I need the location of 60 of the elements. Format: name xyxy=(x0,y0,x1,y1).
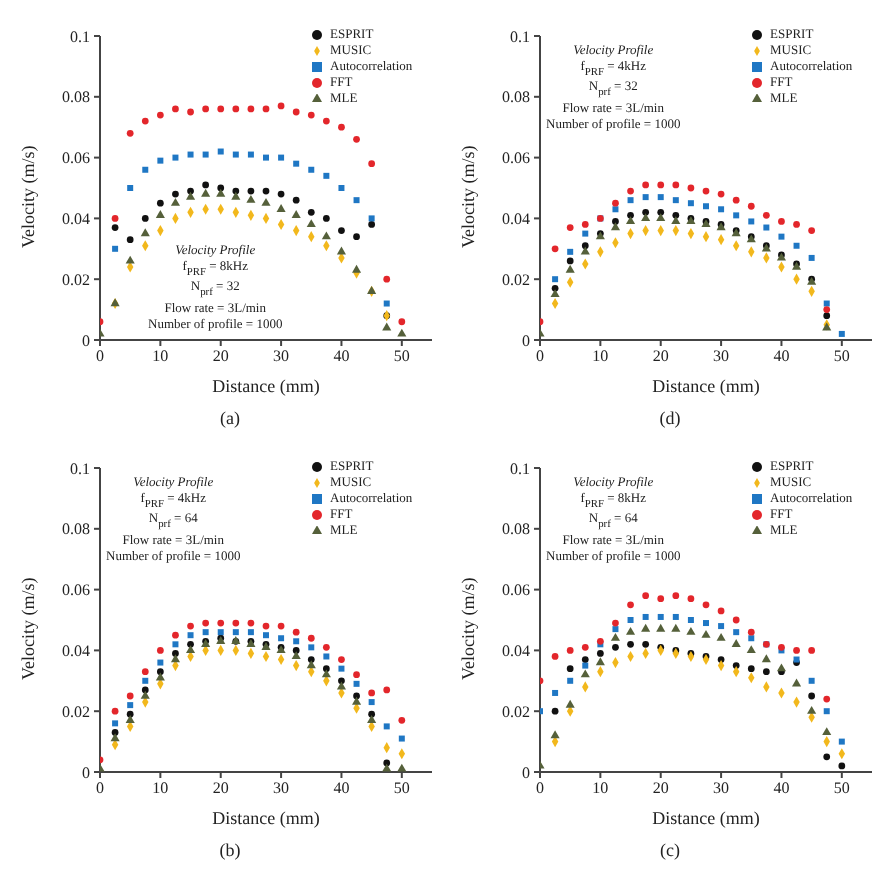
y-tick-label: 0.04 xyxy=(62,210,90,229)
y-tick-label: 0.1 xyxy=(70,27,90,46)
x-tick-label: 50 xyxy=(393,347,410,366)
y-tick-label: 0 xyxy=(82,763,90,782)
y-tick-label: 0.1 xyxy=(510,27,530,46)
x-tick-label: 40 xyxy=(333,779,350,798)
y-axis-title: Velocity (m/s) xyxy=(18,145,39,248)
y-axis-title: Velocity (m/s) xyxy=(18,577,39,680)
x-tick-label: 50 xyxy=(393,779,410,798)
y-tick-label: 0.08 xyxy=(62,88,90,107)
y-tick-label: 0.08 xyxy=(502,520,530,539)
y-tick-label: 0 xyxy=(522,331,530,350)
text: (b) xyxy=(217,840,243,860)
x-tick-label: 20 xyxy=(652,347,669,366)
x-tick-label: 20 xyxy=(212,779,229,798)
x-tick-label: 0 xyxy=(536,347,544,366)
x-tick-label: 50 xyxy=(833,347,850,366)
y-tick-label: 0.02 xyxy=(502,270,530,289)
y-axis-title: Velocity (m/s) xyxy=(458,577,479,680)
y-tick-label: 0.1 xyxy=(510,459,530,478)
y-tick-label: 0.04 xyxy=(62,642,90,661)
y-tick-label: 0.02 xyxy=(62,702,90,721)
y-tick-label: 0.06 xyxy=(62,581,90,600)
x-tick-label: 0 xyxy=(536,779,544,798)
y-tick-label: 0.1 xyxy=(70,459,90,478)
x-axis-title: Distance (mm) xyxy=(212,808,320,828)
x-tick-label: 10 xyxy=(592,347,609,366)
x-tick-label: 10 xyxy=(152,779,169,798)
x-tick-label: 40 xyxy=(773,779,790,798)
y-tick-label: 0.02 xyxy=(62,270,90,289)
y-tick-label: 0 xyxy=(522,763,530,782)
x-axis-title: Distance (mm) xyxy=(212,376,320,396)
y-tick-label: 0 xyxy=(82,331,90,350)
x-tick-label: 30 xyxy=(273,779,290,798)
text: (a) xyxy=(218,408,242,428)
text: (c) xyxy=(658,840,682,860)
x-tick-label: 20 xyxy=(212,347,229,366)
y-tick-label: 0.08 xyxy=(502,88,530,107)
x-tick-label: 10 xyxy=(152,347,169,366)
x-tick-label: 40 xyxy=(773,347,790,366)
y-tick-label: 0.04 xyxy=(502,210,530,229)
y-axis-title: Velocity (m/s) xyxy=(458,145,479,248)
x-tick-label: 50 xyxy=(833,779,850,798)
x-tick-label: 20 xyxy=(652,779,669,798)
x-tick-label: 10 xyxy=(592,779,609,798)
x-tick-label: 30 xyxy=(273,347,290,366)
text: (d) xyxy=(657,408,683,428)
x-tick-label: 30 xyxy=(713,347,730,366)
y-tick-label: 0.04 xyxy=(502,642,530,661)
y-tick-label: 0.06 xyxy=(62,149,90,168)
y-tick-label: 0.02 xyxy=(502,702,530,721)
y-tick-label: 0.06 xyxy=(502,581,530,600)
x-tick-label: 30 xyxy=(713,779,730,798)
y-tick-label: 0.08 xyxy=(62,520,90,539)
x-axis-title: Distance (mm) xyxy=(652,808,760,828)
x-tick-label: 0 xyxy=(96,779,104,798)
x-tick-label: 40 xyxy=(333,347,350,366)
y-tick-label: 0.06 xyxy=(502,149,530,168)
x-axis-title: Distance (mm) xyxy=(652,376,760,396)
x-tick-label: 0 xyxy=(96,347,104,366)
